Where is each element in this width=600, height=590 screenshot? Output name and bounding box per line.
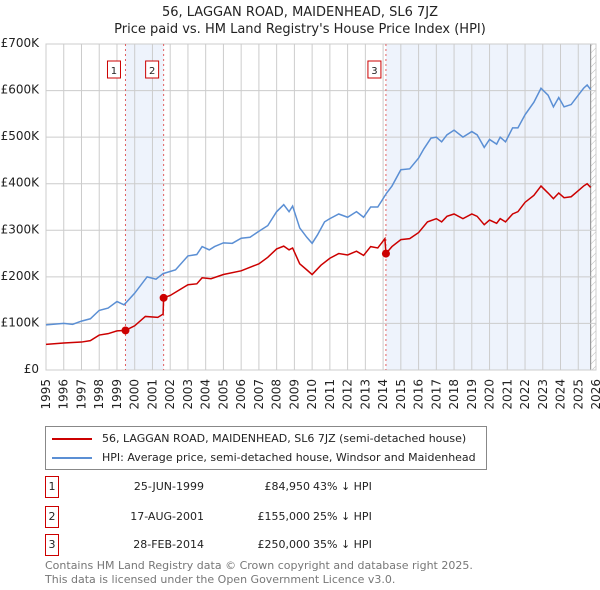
chart-title: 56, LAGGAN ROAD, MAIDENHEAD, SL6 7JZ bbox=[161, 5, 439, 20]
footer: Contains HM Land Registry data © Crown c… bbox=[45, 559, 473, 587]
x-tick-label: 2019 bbox=[465, 379, 479, 410]
sale-date: 28-FEB-2014 bbox=[133, 538, 204, 551]
x-tick-label: 2009 bbox=[287, 379, 301, 410]
plot-area: 1995 1996 1997 1998 1999 2000 2001 2002 2003 2004… bbox=[1, 36, 600, 410]
x-tick-label: 2004 bbox=[199, 379, 213, 410]
x-tick-label: 2011 bbox=[323, 379, 337, 410]
sale-hpi-diff: 43% ↓ HPI bbox=[313, 480, 372, 493]
sale-point bbox=[121, 326, 130, 335]
x-tick-label: 2007 bbox=[252, 379, 266, 410]
legend-label: HPI: Average price, semi-detached house,… bbox=[102, 451, 476, 464]
legend: 56, LAGGAN ROAD, MAIDENHEAD, SL6 7JZ (se… bbox=[45, 426, 487, 470]
sale-hpi-diff: 25% ↓ HPI bbox=[313, 510, 372, 523]
sale-row: 3 28-FEB-2014 £250,000 35% ↓ HPI bbox=[45, 534, 445, 556]
footer-line: This data is licensed under the Open Gov… bbox=[45, 573, 396, 586]
x-tick-label: 2002 bbox=[163, 379, 177, 410]
shaded-region bbox=[385, 44, 591, 370]
x-tick-label: 1995 bbox=[39, 379, 53, 410]
sale-label: 3 bbox=[371, 66, 377, 77]
sale-label-box bbox=[106, 60, 121, 79]
chart-subtitle: Price paid vs. HM Land Registry's House … bbox=[114, 22, 486, 37]
sale-point bbox=[381, 249, 390, 258]
sale-label: 2 bbox=[149, 66, 155, 77]
x-tick-label: 2024 bbox=[554, 379, 568, 410]
x-tick-label: 1999 bbox=[110, 379, 124, 410]
x-tick-label: 2018 bbox=[447, 379, 461, 410]
y-tick-label: £700K bbox=[1, 36, 41, 50]
y-tick-label: £500K bbox=[1, 129, 41, 143]
hpi-line bbox=[45, 83, 592, 326]
x-tick-label: 2015 bbox=[394, 379, 408, 410]
x-tick-label: 2005 bbox=[216, 379, 230, 410]
legend-item-hpi: HPI: Average price, semi-detached house,… bbox=[52, 451, 476, 464]
sale-row: 1 25-JUN-1999 £84,950 43% ↓ HPI bbox=[45, 476, 445, 498]
legend-swatch-red bbox=[52, 437, 92, 440]
x-tick-label: 1997 bbox=[74, 379, 88, 410]
x-tick-label: 2023 bbox=[536, 379, 550, 410]
x-tick-label: 2013 bbox=[358, 379, 372, 410]
x-tick-label: 2008 bbox=[270, 379, 284, 410]
legend-swatch-blue bbox=[52, 456, 92, 459]
sale-date: 17-AUG-2001 bbox=[130, 510, 204, 523]
plot-frame bbox=[45, 43, 597, 371]
y-tick-label: £600K bbox=[1, 83, 41, 97]
x-tick-label: 2014 bbox=[376, 379, 390, 410]
sale-label-box bbox=[145, 60, 160, 79]
sale-marker-box: 1 bbox=[45, 476, 59, 498]
y-tick-label: £400K bbox=[1, 176, 41, 190]
x-tick-label: 2016 bbox=[412, 379, 426, 410]
x-tick-label: 1998 bbox=[92, 379, 106, 410]
x-tick-label: 2010 bbox=[305, 379, 319, 410]
y-tick-label: £200K bbox=[1, 269, 41, 283]
sale-date: 25-JUN-1999 bbox=[133, 480, 204, 493]
x-tick-label: 2026 bbox=[589, 379, 600, 410]
sale-marker-box: 3 bbox=[45, 534, 59, 556]
sale-price: £250,000 bbox=[257, 538, 311, 551]
sale-label-box bbox=[367, 60, 382, 79]
y-tick-label: £100K bbox=[1, 315, 41, 329]
x-tick-label: 2021 bbox=[500, 379, 514, 410]
y-tick-label: £300K bbox=[1, 222, 41, 236]
legend-item-property: 56, LAGGAN ROAD, MAIDENHEAD, SL6 7JZ (se… bbox=[52, 432, 466, 445]
sale-price: £155,000 bbox=[257, 510, 311, 523]
x-tick-label: 2006 bbox=[234, 379, 248, 410]
x-tick-label: 2012 bbox=[341, 379, 355, 410]
x-tick-label: 2022 bbox=[518, 379, 532, 410]
x-tick-label: 2003 bbox=[181, 379, 195, 410]
y-tick-label: £0 bbox=[24, 362, 39, 376]
footer-line: Contains HM Land Registry data © Crown c… bbox=[45, 559, 473, 572]
x-tick-label: 2000 bbox=[128, 379, 142, 410]
price-line bbox=[45, 182, 592, 346]
x-tick-label: 1996 bbox=[57, 379, 71, 410]
x-tick-label: 2025 bbox=[571, 379, 585, 410]
sale-row: 2 17-AUG-2001 £155,000 25% ↓ HPI bbox=[45, 506, 445, 528]
shaded-region bbox=[125, 44, 164, 370]
sale-hpi-diff: 35% ↓ HPI bbox=[313, 538, 372, 551]
x-tick-label: 2017 bbox=[429, 379, 443, 410]
sale-point bbox=[159, 293, 168, 302]
sale-label: 1 bbox=[111, 66, 117, 77]
x-tick-label: 2020 bbox=[483, 379, 497, 410]
x-tick-label: 2001 bbox=[145, 379, 159, 410]
forecast-hatch bbox=[590, 44, 596, 370]
sale-price: £84,950 bbox=[264, 480, 311, 493]
legend-label: 56, LAGGAN ROAD, MAIDENHEAD, SL6 7JZ (se… bbox=[102, 432, 467, 445]
sale-marker-box: 2 bbox=[45, 506, 59, 528]
